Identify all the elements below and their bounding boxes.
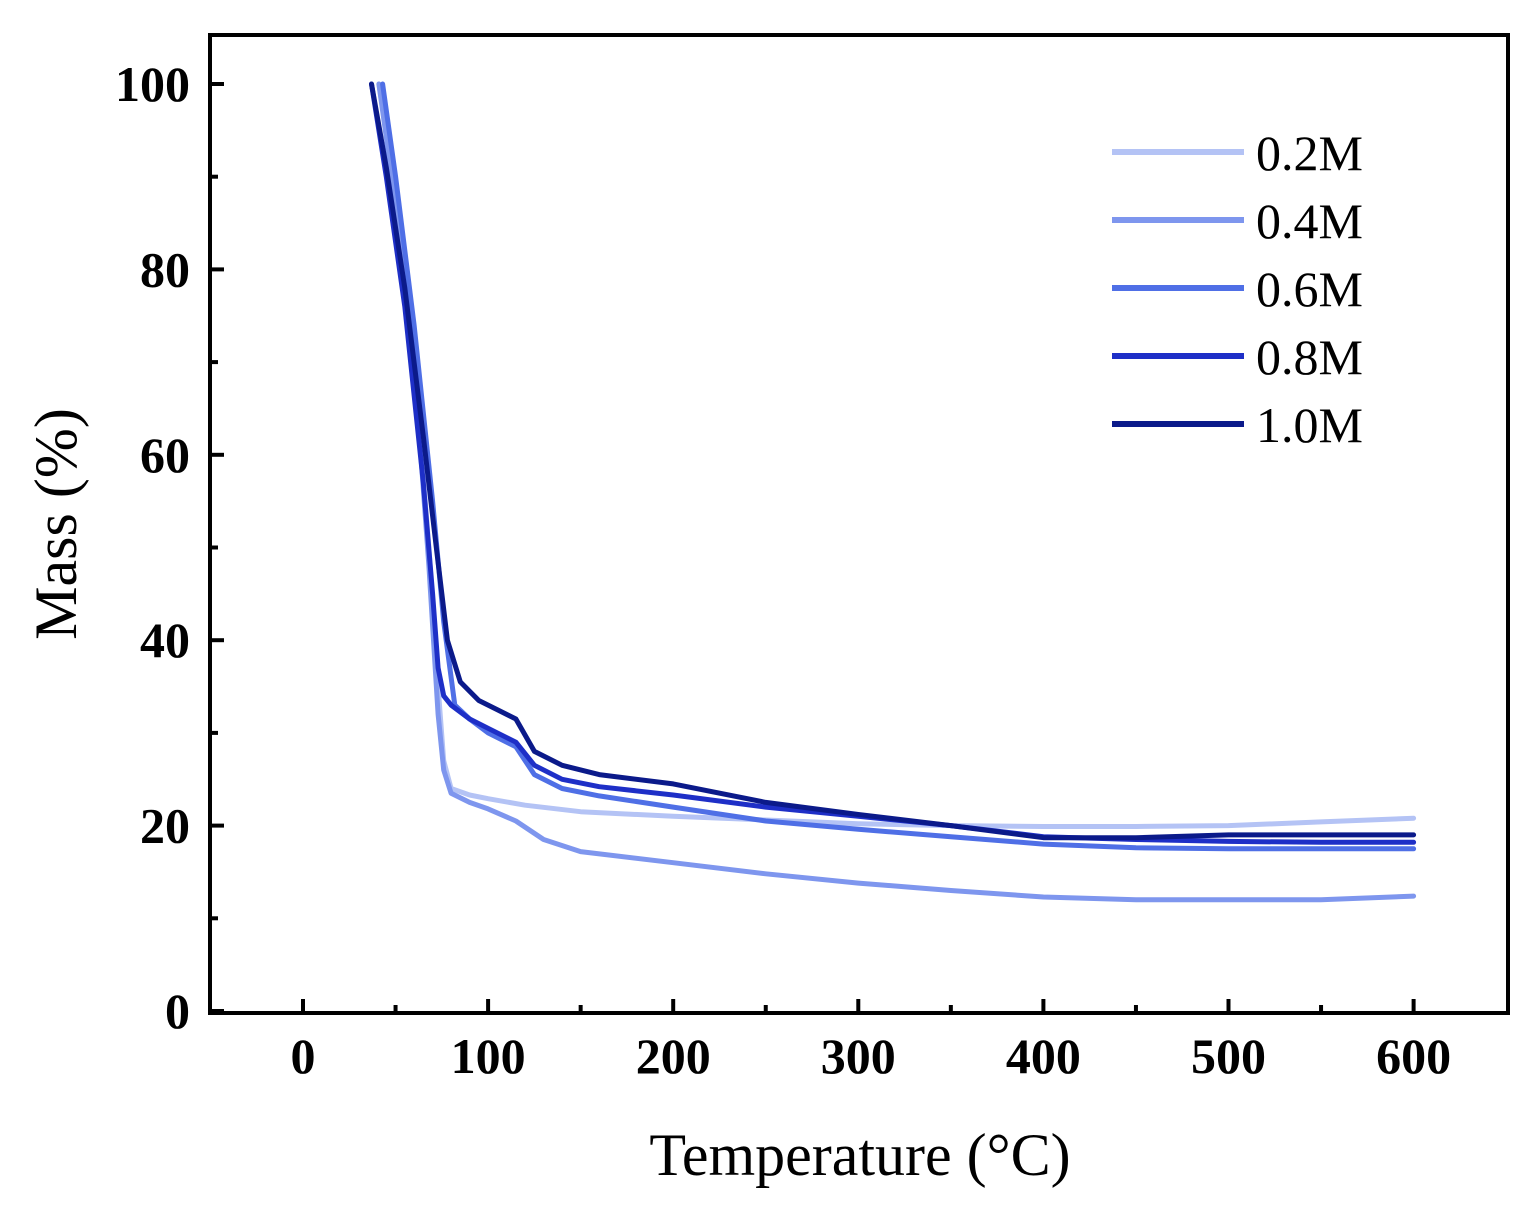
series-layer (369, 81, 1417, 903)
y-axis: 0 20 40 60 80 100 (115, 56, 224, 1039)
y-tick-label: 20 (140, 798, 190, 854)
y-tick-label: 0 (165, 983, 190, 1039)
legend-label-0.2M: 0.2M (1256, 125, 1363, 181)
y-tick-label: 40 (140, 612, 190, 668)
y-tick-label: 100 (115, 56, 190, 112)
x-tick-label: 600 (1376, 1028, 1451, 1084)
legend-label-1.0M: 1.0M (1256, 397, 1363, 453)
y-axis-title: Mass (%) (23, 408, 89, 640)
legend-label-0.4M: 0.4M (1256, 193, 1363, 249)
series-line-1.0M (369, 81, 1417, 841)
x-axis-title: Temperature (°C) (649, 1122, 1070, 1188)
legend: 0.2M 0.4M 0.6M 0.8M 1.0M (1112, 125, 1363, 453)
plot-frame (208, 33, 1510, 1015)
x-tick-label: 0 (291, 1028, 316, 1084)
legend-label-0.8M: 0.8M (1256, 329, 1363, 385)
x-tick-label: 300 (821, 1028, 896, 1084)
legend-label-0.6M: 0.6M (1256, 261, 1363, 317)
x-tick-label: 400 (1006, 1028, 1081, 1084)
x-tick-label: 200 (636, 1028, 711, 1084)
y-tick-label: 80 (140, 241, 190, 297)
y-tick-label: 60 (140, 427, 190, 483)
x-tick-label: 100 (451, 1028, 526, 1084)
x-axis: 0 100 200 300 400 500 600 (291, 999, 1451, 1084)
x-tick-label: 500 (1191, 1028, 1266, 1084)
